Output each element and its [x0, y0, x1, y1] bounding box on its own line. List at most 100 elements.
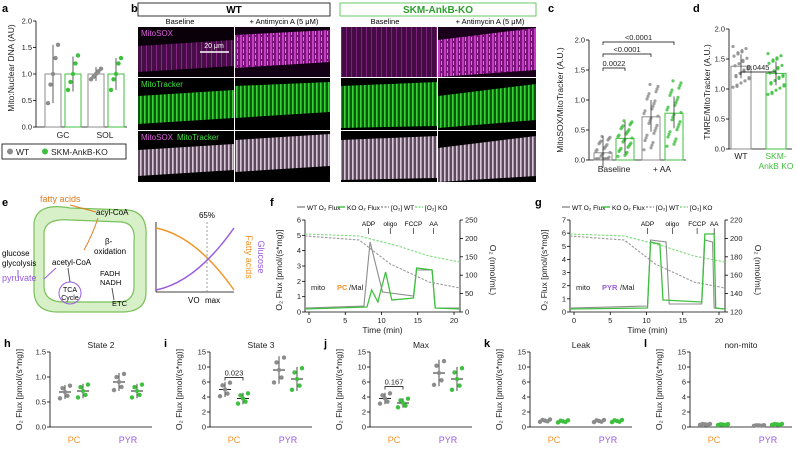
panel-a-group-sol: SOL [96, 130, 113, 140]
panel-c-ylabel: MitoSOX/MitoTracker (A.U.) [555, 47, 565, 153]
panel-i-ytick-label: 15 [198, 348, 206, 357]
f-plot-legend-label: [O₂] WT [391, 205, 414, 212]
panel-d-point [735, 84, 739, 88]
wt-title: WT [226, 5, 242, 16]
panel-c-point [642, 148, 646, 152]
panel-d-ytick-label: 0.5 [715, 115, 725, 124]
arrow-fa-acyl [69, 204, 97, 213]
panel-c-sig-bracket [602, 41, 675, 45]
f-plot-annot-step: FCCP [405, 221, 423, 228]
panel-a-bar [87, 73, 105, 128]
panel-l-ytick-label: 6 [682, 378, 686, 387]
panel-c-ytick-label: 0.0 [575, 156, 585, 165]
panel-c-point [654, 126, 658, 130]
panel-h-point [85, 382, 91, 387]
panel-c-point [653, 129, 657, 133]
legend-ko-label: SKM-AnkB-KO [51, 147, 108, 157]
panel-k-ytick-label: 15 [518, 348, 526, 357]
panel-d-point [745, 56, 749, 60]
panel-j-point [377, 401, 383, 406]
g-plot-y2tick-label: 160 [730, 271, 743, 280]
f-plot-y2label: O₂ (nmol/mL) [488, 245, 498, 296]
g-plot-annot-step: ADP [641, 221, 654, 228]
panel-c-point [604, 157, 608, 161]
panel-i-point [292, 370, 297, 375]
panel-i-group-pyr: PYR [279, 435, 298, 445]
panel-l-ytick-label: 4 [682, 393, 686, 402]
panel-l-point [779, 421, 785, 427]
g-plot-annot-sub: PYR [602, 283, 618, 292]
panel-a-ylabel: Mito:Nuclear DNA (AU) [6, 24, 16, 112]
panel-c-point [617, 149, 621, 153]
g-plot-y2label: O₂ (nmol/mL) [753, 245, 763, 296]
panel-h-point [139, 382, 145, 387]
panel-j-point [434, 363, 439, 368]
panel-c-point [622, 119, 626, 123]
panel-i-point [289, 387, 295, 392]
wt-title-box [137, 2, 331, 17]
panel-c-point [678, 120, 682, 124]
panel-c-point [668, 130, 672, 134]
panel-c-point [679, 110, 683, 115]
g-plot-annot-mal: /Mal [620, 283, 635, 292]
row-label-mitotracker: MitoTracker [141, 80, 183, 89]
panel-c-point [656, 114, 660, 118]
panel-i-group-pc: PC [228, 435, 241, 445]
panel-a-point [55, 42, 61, 48]
panel-letter-d: d [693, 3, 700, 15]
panel-c: c MitoSOX/MitoTracker (A.U.) 0.0 0.5 1.0 1.… [548, 3, 686, 174]
panel-i-point [217, 394, 223, 399]
panel-d-point [736, 52, 740, 56]
arrow-pyruvate [43, 267, 57, 280]
f-plot-xtick-label: 10 [377, 316, 385, 325]
scale-bar-label: 20 μm [204, 43, 224, 50]
panel-a-ytick-label: 1.5 [22, 43, 32, 52]
panel-c-point [654, 90, 658, 94]
panel-d-point [766, 52, 770, 56]
g-plot-ytick-label: 3 [562, 268, 566, 277]
panel-letter-b: b [131, 3, 138, 15]
f-plot-flux-ko [304, 267, 461, 310]
label-acyl-coa: acyl-CoA [96, 208, 129, 217]
panel-k-ytick-label: 2 [522, 408, 526, 417]
panel-d-point [779, 54, 783, 58]
panel-c-point [675, 98, 679, 102]
panel-letter-f: f [270, 197, 274, 209]
panel-a-point [113, 71, 119, 77]
panel-c-point [642, 111, 646, 116]
panel-g-plot: WT O₂ Flux KO O₂ Flux [O₂] WT [O₂] KO 0 1 2 3 4 5… [539, 205, 763, 335]
panel-d-pvalue: 0.0445 [747, 63, 770, 72]
panel-c-point [674, 137, 678, 141]
panel-b: b WT SKM-AnkB-KO Baseline + Antimycin A … [131, 2, 537, 182]
g-plot-ytick-label: 6 [562, 229, 566, 238]
panel-c-point [668, 93, 672, 97]
panel-c-point [665, 108, 669, 112]
panel-a-point [111, 77, 116, 82]
panel-j-title: Max [413, 340, 430, 350]
panel-i-point [245, 391, 251, 396]
crossover-vo2: VO [188, 296, 200, 305]
panel-a-point [70, 71, 76, 77]
panel-c-sig-bracket [602, 53, 652, 57]
panel-d-ytick-label: 2.0 [715, 25, 725, 34]
panel-i-point [222, 387, 228, 392]
panel-c-point [647, 121, 651, 125]
panel-i-point [243, 399, 248, 404]
panel-c-point [643, 109, 647, 113]
panel-d-point [770, 91, 774, 96]
panel-j-point [403, 403, 408, 408]
f-plot-annot-mal: /Mal [349, 283, 364, 292]
g-plot-y2tick-label: 200 [730, 234, 743, 243]
panel-c-ytick-label: 1.0 [575, 96, 585, 105]
panel-i-title: State 3 [248, 340, 275, 350]
g-plot-legend-label: [O₂] WT [656, 205, 679, 212]
panel-h-point [134, 388, 140, 394]
panel-k-point [619, 417, 625, 423]
panel-h-group-pc: PC [68, 435, 81, 445]
panel-k-ytick-label: 0 [522, 423, 526, 432]
panel-d-point [775, 57, 779, 61]
f-plot-y2tick-label: 100 [465, 271, 478, 280]
panel-h-ytick-label: 1.0 [36, 373, 46, 382]
panel-i-point [227, 380, 233, 385]
